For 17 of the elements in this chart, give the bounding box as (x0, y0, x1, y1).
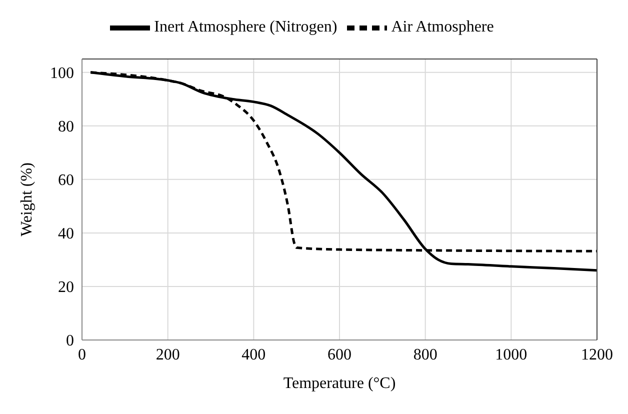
y-tick-label: 100 (50, 65, 74, 82)
x-axis-title: Temperature (°C) (283, 375, 396, 392)
y-tick-label: 40 (58, 226, 74, 243)
x-tick-label: 1000 (495, 346, 528, 364)
x-tick-label: 1200 (581, 346, 613, 364)
x-tick-label: 400 (242, 346, 266, 364)
y-tick-label: 20 (58, 279, 74, 296)
x-tick-label: 200 (156, 346, 180, 364)
y-tick-label: 0 (66, 332, 74, 350)
x-tick-label: 600 (328, 346, 352, 364)
legend-label: Inert Atmosphere (Nitrogen) (154, 18, 338, 36)
y-axis-title: Weight (%) (18, 162, 36, 236)
x-tick-label: 800 (413, 346, 438, 364)
y-tick-label: 60 (58, 172, 74, 190)
x-tick-label: 0 (78, 346, 86, 364)
y-tick-label: 80 (58, 118, 74, 136)
legend-label: Air Atmosphere (391, 18, 494, 36)
